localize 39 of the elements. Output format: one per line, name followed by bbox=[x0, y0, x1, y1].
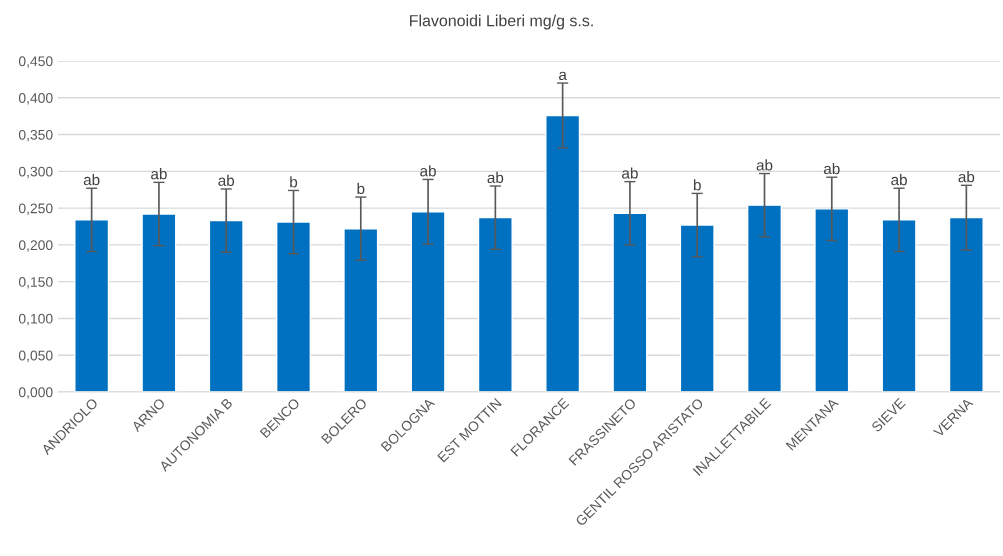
bar bbox=[275, 221, 312, 392]
y-tick-label: 0,150 bbox=[18, 277, 53, 289]
y-tick-label: 0,450 bbox=[18, 56, 53, 68]
annotation: ab bbox=[622, 167, 638, 179]
bar bbox=[545, 114, 581, 392]
bar bbox=[141, 213, 177, 392]
bar bbox=[74, 219, 110, 392]
bar bbox=[477, 216, 513, 392]
bar bbox=[948, 216, 984, 392]
annotation: ab bbox=[487, 171, 504, 184]
annotation: ab bbox=[218, 174, 235, 186]
annotation: b bbox=[357, 182, 365, 195]
y-tick-label: 0,350 bbox=[18, 129, 53, 142]
annotation: ab bbox=[420, 165, 436, 177]
bar bbox=[679, 224, 715, 392]
annotation: b bbox=[693, 179, 701, 191]
y-tick-label: 0,300 bbox=[18, 166, 53, 179]
annotation: ab bbox=[151, 168, 167, 180]
y-tick-label: 0,100 bbox=[18, 313, 53, 326]
bar bbox=[612, 212, 648, 392]
y-tick-label: 0,400 bbox=[18, 93, 53, 105]
chart-title: Flavonoidi Liberi mg/g s.s. bbox=[410, 14, 593, 30]
y-tick-label: 0,000 bbox=[18, 387, 53, 399]
annotation: ab bbox=[891, 174, 907, 186]
annotation: ab bbox=[823, 162, 840, 175]
bar bbox=[746, 204, 783, 392]
y-tick-label: 0,050 bbox=[18, 350, 53, 363]
y-tick-label: 0,250 bbox=[18, 203, 53, 215]
bar bbox=[208, 219, 244, 392]
annotation: b bbox=[290, 176, 298, 188]
bar bbox=[410, 211, 446, 392]
bar bbox=[881, 219, 917, 392]
y-tick-label: 0,200 bbox=[18, 240, 53, 252]
annotation: ab bbox=[958, 171, 975, 183]
annotation: ab bbox=[83, 174, 100, 186]
bar bbox=[343, 228, 379, 392]
annotation: ab bbox=[756, 159, 773, 171]
bar bbox=[814, 208, 850, 392]
annotation: a bbox=[559, 71, 567, 81]
